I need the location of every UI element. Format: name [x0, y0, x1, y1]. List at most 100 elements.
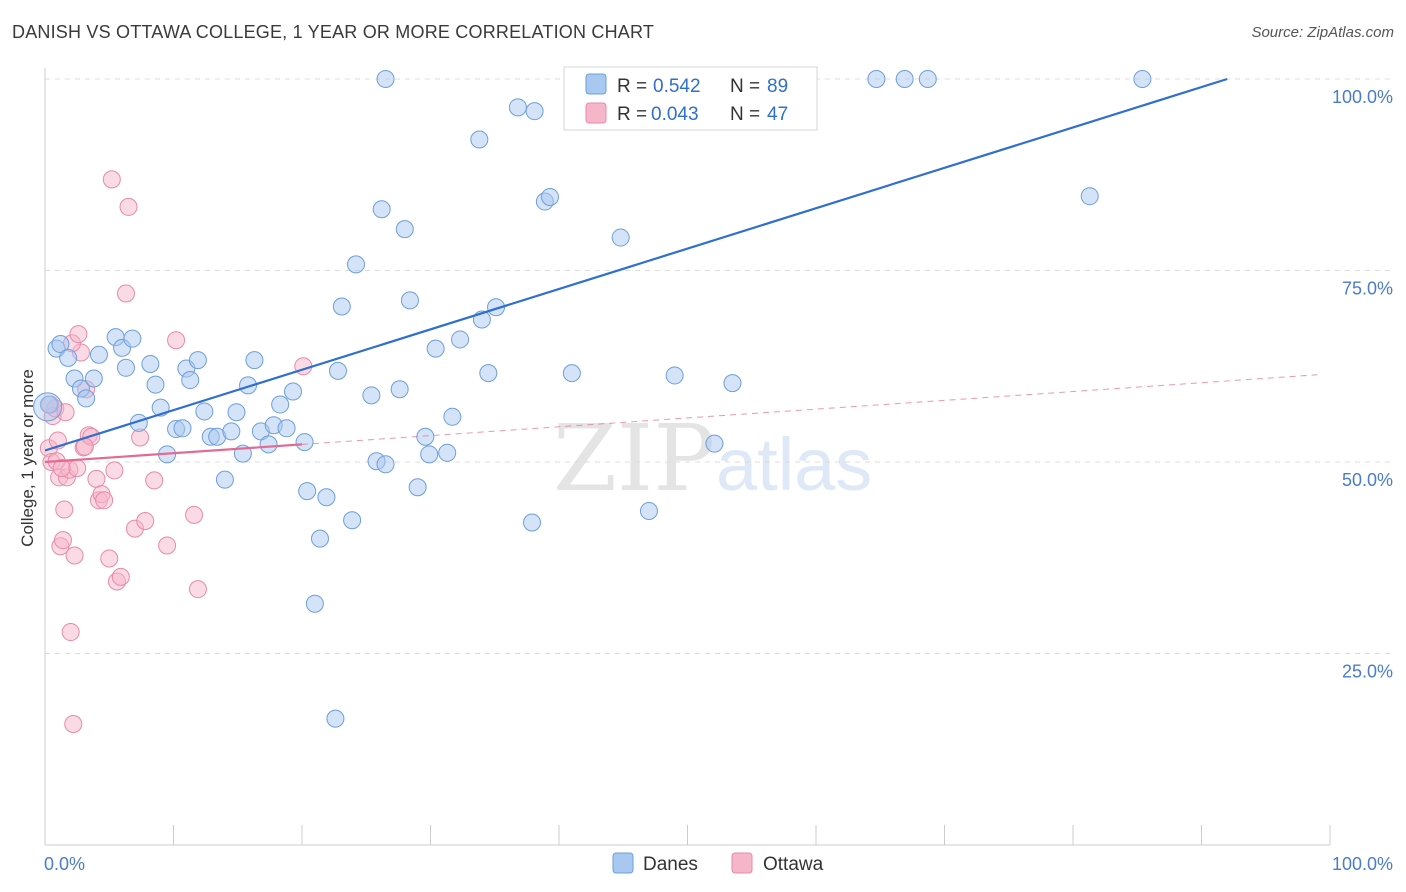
x-tick-label-min: 0.0%	[44, 854, 85, 874]
ottawa-point	[116, 284, 135, 303]
danes-point	[317, 488, 336, 507]
danes-point	[562, 364, 581, 383]
danes-point	[146, 375, 165, 394]
danes-point	[310, 529, 329, 548]
y-tick-labels: 25.0% 50.0% 75.0% 100.0%	[1332, 87, 1393, 682]
danes-point	[1133, 70, 1152, 88]
danes-point	[188, 351, 207, 370]
danes-point	[508, 98, 527, 117]
danes-point	[525, 102, 544, 121]
trend-lines	[44, 77, 1318, 464]
danes-point	[284, 382, 303, 401]
danes-point	[195, 402, 214, 421]
danes-point	[239, 376, 258, 395]
danes-points	[33, 70, 1152, 728]
danes-point	[123, 329, 142, 348]
danes-point	[665, 366, 684, 385]
ottawa-r-value: 0.043	[651, 104, 699, 125]
y-tick-label: 25.0%	[1342, 662, 1393, 682]
legend-danes-label: Danes	[643, 854, 698, 875]
danes-swatch	[585, 73, 607, 95]
ottawa-point	[185, 505, 204, 524]
ottawa-point	[100, 549, 119, 568]
danes-point	[305, 594, 324, 613]
danes-point	[245, 351, 264, 370]
danes-point	[420, 445, 439, 464]
ottawa-point	[61, 623, 80, 642]
ottawa-point	[52, 459, 71, 478]
danes-point	[895, 70, 914, 88]
ottawa-point	[145, 471, 164, 490]
danes-point	[362, 386, 381, 405]
danes-point	[173, 419, 192, 438]
ottawa-n-value: 47	[767, 104, 788, 125]
x-tick-labels: 0.0% 100.0%	[44, 854, 1393, 874]
danes-point	[59, 348, 78, 367]
danes-point	[328, 361, 347, 380]
danes-point	[541, 187, 560, 206]
danes-point	[215, 470, 234, 489]
chart-title: DANISH VS OTTAWA COLLEGE, 1 YEAR OR MORE…	[12, 22, 655, 42]
danes-point	[39, 395, 58, 414]
ottawa-point	[105, 461, 124, 480]
y-tick-label: 50.0%	[1342, 470, 1393, 490]
danes-point	[227, 403, 246, 422]
danes-n-value: 89	[767, 76, 788, 97]
ottawa-n-label: N =	[730, 104, 760, 125]
danes-point	[326, 709, 345, 728]
danes-point	[84, 369, 103, 388]
danes-point	[611, 228, 630, 247]
ottawa-point	[111, 567, 130, 586]
danes-point	[346, 255, 365, 274]
danes-point	[451, 330, 470, 349]
x-tick-label-max: 100.0%	[1332, 854, 1393, 874]
danes-point	[867, 70, 886, 88]
danes-point	[376, 70, 395, 88]
danes-point	[395, 220, 414, 239]
ottawa-point	[158, 536, 177, 555]
danes-point	[443, 407, 462, 426]
ottawa-point	[95, 491, 114, 510]
danes-point	[77, 389, 96, 408]
series-legend: Danes Ottawa	[612, 852, 824, 875]
ottawa-point	[68, 459, 87, 478]
watermark-atlas: atlas	[716, 423, 872, 506]
watermark: ZIP atlas	[553, 405, 872, 512]
ottawa-r-label: R =	[617, 104, 647, 125]
ottawa-point	[53, 531, 72, 550]
danes-r-value: 0.542	[653, 76, 701, 97]
ottawa-point	[55, 500, 74, 519]
danes-point	[416, 427, 435, 446]
danes-point	[298, 482, 317, 501]
danes-point	[51, 335, 70, 354]
source-credit: Source: ZipAtlas.com	[1251, 24, 1394, 41]
ottawa-point	[69, 325, 88, 344]
stats-legend: R = 0.542 N = 89 R = 0.043 N = 47	[563, 66, 818, 131]
danes-point	[408, 478, 427, 497]
danes-point	[295, 433, 314, 452]
y-tick-label: 100.0%	[1332, 87, 1393, 107]
ottawa-trend-extension	[301, 374, 1318, 445]
ottawa-point	[102, 170, 121, 189]
danes-point	[426, 339, 445, 358]
danes-r-label: R =	[617, 76, 647, 97]
ottawa-point	[65, 546, 84, 565]
danes-trend-line	[44, 77, 1228, 452]
danes-point	[705, 434, 724, 453]
danes-point	[89, 345, 108, 364]
danes-point	[33, 392, 63, 422]
danes-point	[259, 435, 278, 454]
danes-point	[523, 513, 542, 532]
danes-point	[400, 291, 419, 310]
danes-point	[390, 380, 409, 399]
danes-point	[479, 364, 498, 383]
danes-point	[271, 395, 290, 414]
danes-point	[470, 130, 489, 149]
y-axis-label: College, 1 year or more	[18, 369, 37, 547]
danes-point	[723, 374, 742, 393]
danes-point	[1080, 187, 1099, 206]
danes-point	[918, 70, 937, 88]
watermark-zip: ZIP	[553, 405, 715, 512]
legend-ottawa-label: Ottawa	[763, 854, 824, 875]
